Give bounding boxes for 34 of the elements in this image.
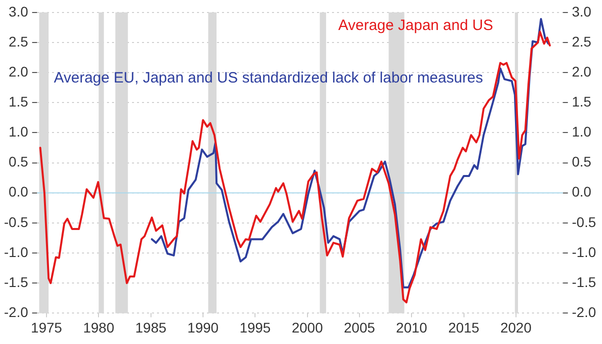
y2-tick-label: 3.0 [572, 3, 592, 20]
y-tick-label: 1.0 [8, 124, 28, 140]
x-tick-label: 1995 [240, 319, 271, 336]
x-tick-label: 1980 [83, 319, 114, 336]
y2-tick-label: -1.0 [572, 244, 596, 260]
x-tick-label: 2005 [344, 319, 376, 336]
y-tick-label: 2.0 [8, 63, 28, 80]
y-tick-label: 0.0 [8, 184, 28, 200]
y-tick-label: 0.5 [8, 154, 28, 170]
x-tick-label: 1975 [30, 319, 62, 336]
y2-tick-label: -1.5 [572, 274, 596, 290]
series-label: Average Japan and US [338, 17, 494, 34]
y-tick-label: 3.0 [8, 3, 28, 20]
y-tick-label: 2.5 [8, 33, 28, 50]
y-tick-label: -1.0 [4, 244, 28, 260]
y-tick-label: -1.5 [4, 274, 28, 290]
x-tick-label: 2010 [396, 319, 428, 336]
y-tick-label: -2.0 [4, 304, 28, 320]
series-label: Average EU, Japan and US standardized lack of labor measures [54, 70, 484, 87]
y2-tick-label: 1.5 [572, 94, 592, 110]
y-tick-label: 1.5 [8, 94, 28, 110]
x-tick-label: 2000 [292, 319, 324, 336]
x-tick-label: 1990 [187, 319, 219, 336]
y2-tick-label: -2.0 [572, 304, 596, 320]
y2-tick-label: 0.0 [572, 184, 592, 200]
y2-tick-label: 0.5 [572, 154, 592, 170]
y-tick-label: -0.5 [4, 214, 28, 230]
y2-tick-label: 1.0 [572, 124, 592, 140]
x-tick-label: 2015 [448, 319, 480, 336]
x-tick-label: 2020 [500, 319, 532, 336]
y2-tick-label: 2.5 [572, 33, 592, 50]
y2-tick-label: -0.5 [572, 214, 596, 230]
y2-tick-label: 2.0 [572, 63, 592, 80]
x-tick-label: 1985 [135, 319, 167, 336]
